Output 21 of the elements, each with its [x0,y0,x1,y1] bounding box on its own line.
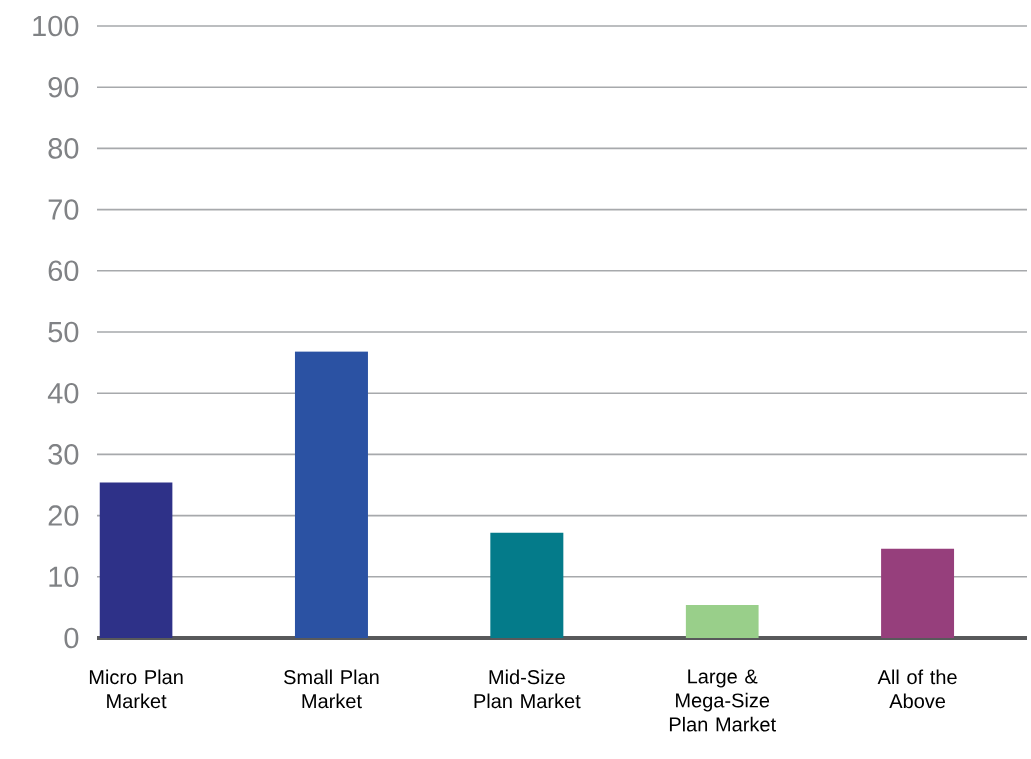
x-tick-label: All of the Above [877,669,957,709]
y-tick-label: 60 [48,260,79,282]
y-tick-label: 80 [48,138,79,159]
y-tick-label: 100 [33,15,79,37]
x-tick-label: Small Plan Market [284,669,379,709]
bar [490,532,564,638]
y-tick-label: 50 [48,321,79,343]
bar [294,351,368,638]
y-tick-label: 90 [48,76,79,98]
y-tick-label: 40 [47,382,79,404]
x-tick-label: Mid-Size Plan Market [474,669,581,709]
y-tick-label: 10 [49,566,79,588]
x-tick-label: Large & Mega-Size Plan Market [669,669,776,732]
y-tick-label: 70 [48,199,79,220]
y-tick-label: 30 [48,444,79,465]
y-tick-label: 20 [48,505,79,526]
bar [99,482,173,638]
y-tick-label: 0 [64,627,79,649]
bar [881,548,955,638]
bar [685,604,759,638]
x-tick-label: Micro Plan Market [89,669,183,709]
